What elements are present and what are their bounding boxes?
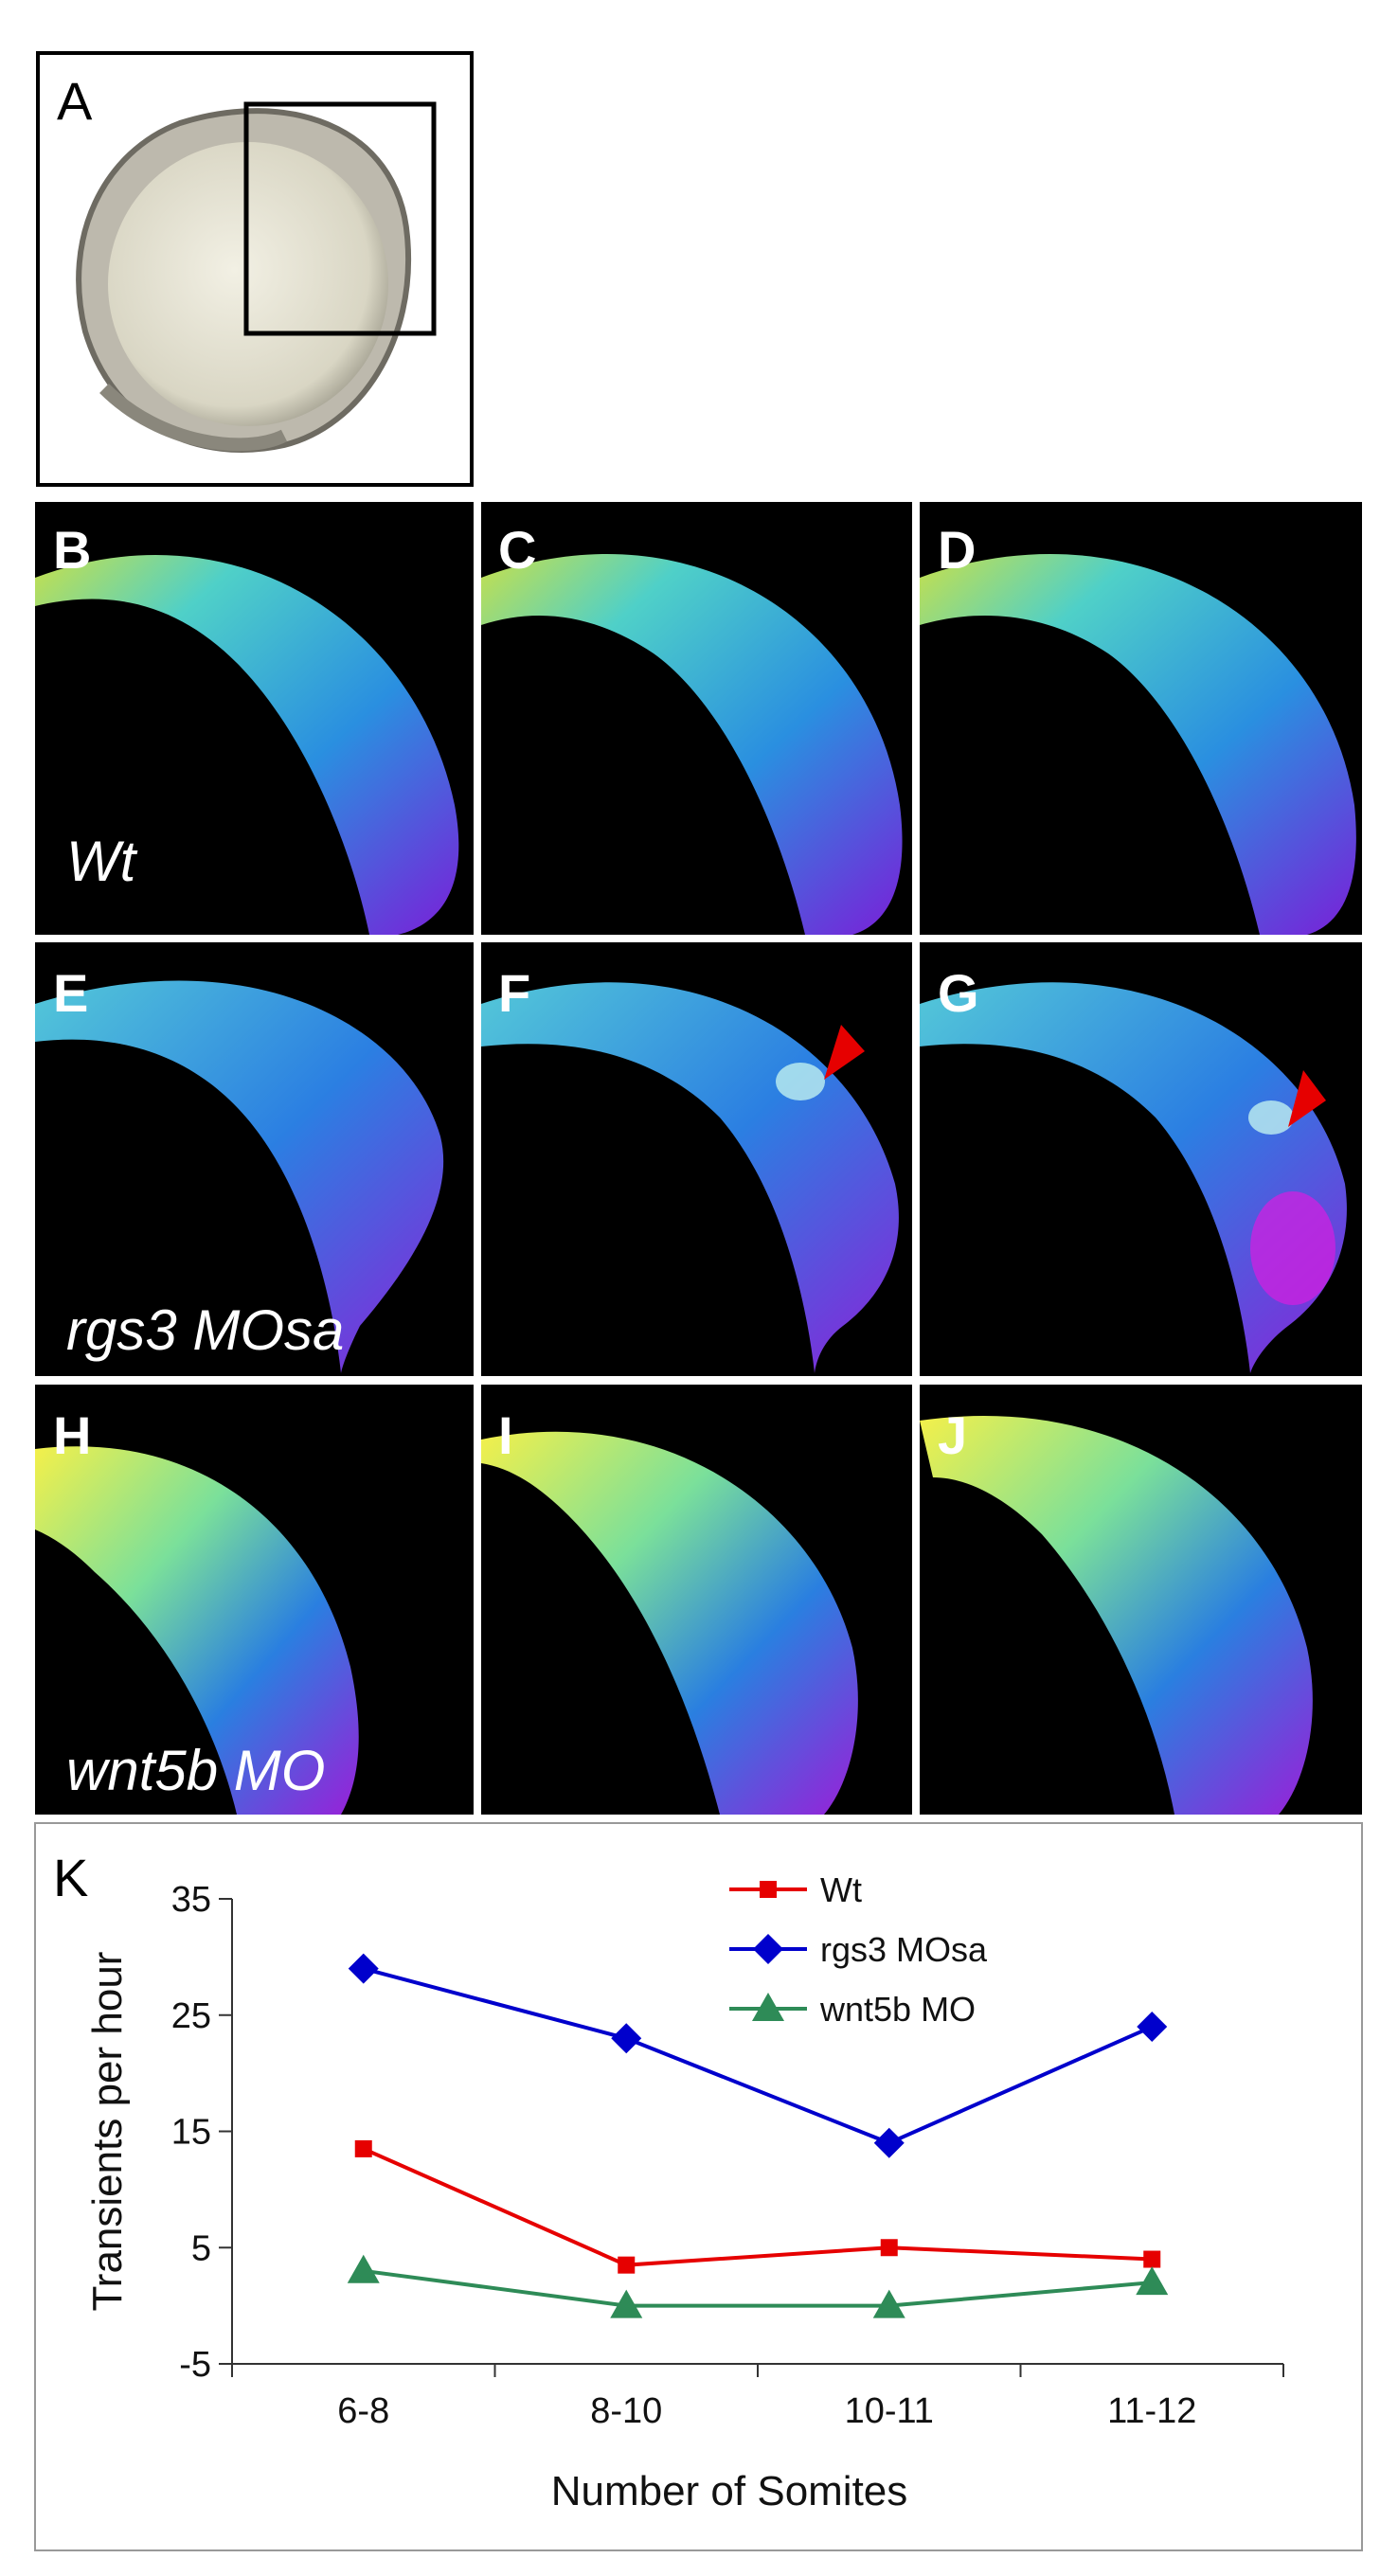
legend-label: Wt <box>820 1870 862 1909</box>
data-point <box>610 2289 643 2318</box>
panel-label-k: K <box>53 1848 88 1907</box>
data-point <box>1143 2250 1161 2268</box>
arrowhead-marker <box>824 1025 865 1080</box>
data-point <box>873 2127 905 2158</box>
panel-label-c: C <box>498 520 536 580</box>
condition-label-wt: Wt <box>66 830 138 893</box>
y-tick-label: -5 <box>179 2345 211 2385</box>
panel-label-b: B <box>53 520 91 580</box>
data-point <box>348 1953 379 1984</box>
panel-label-h: H <box>53 1405 91 1465</box>
region-box <box>243 101 437 336</box>
data-point <box>347 2254 380 2283</box>
data-point <box>354 2139 372 2157</box>
panel-label-j: J <box>938 1405 967 1465</box>
legend-label: wnt5b MO <box>819 1990 976 2029</box>
data-point <box>1137 2012 1168 2043</box>
panel-c: C <box>481 502 912 935</box>
panel-h: H wnt5b MO <box>35 1385 474 1815</box>
line-chart: -5 5 15 25 35 6-8 8-10 10-11 11-12 Number of Somi… <box>84 1870 1284 2514</box>
panel-k: K -5 5 15 25 35 6-8 8-10 10-11 11-12 Number of So… <box>34 1822 1363 2551</box>
legend-marker <box>752 1993 784 2021</box>
panel-b: B Wt <box>35 502 474 935</box>
data-point <box>611 2023 642 2054</box>
panel-label-a: A <box>57 71 93 131</box>
panel-label-g: G <box>938 963 979 1023</box>
arrowhead-marker <box>1288 1070 1326 1127</box>
series-line <box>362 2147 1153 2267</box>
y-tick-label: 15 <box>171 2113 211 2153</box>
data-point <box>1136 2266 1169 2296</box>
x-tick-label: 11-12 <box>1107 2391 1196 2431</box>
data-point <box>872 2289 905 2318</box>
legend-label: rgs3 MOsa <box>820 1930 988 1969</box>
x-tick-label: 10-11 <box>845 2391 934 2431</box>
series-line <box>363 2268 1153 2308</box>
y-axis-label: Transients per hour <box>84 1952 131 2312</box>
panel-label-f: F <box>498 963 530 1023</box>
panel-label-e: E <box>53 963 88 1023</box>
panel-a: A <box>36 51 474 487</box>
legend-marker <box>760 1881 777 1898</box>
x-axis-label: Number of Somites <box>551 2468 908 2514</box>
legend-marker <box>753 1934 783 1964</box>
x-tick-label: 6-8 <box>337 2391 389 2431</box>
panel-d: D <box>920 502 1362 935</box>
panel-g: G <box>920 942 1362 1376</box>
series-line <box>363 1966 1154 2145</box>
data-point <box>618 2256 636 2274</box>
panel-label-i: I <box>498 1405 513 1465</box>
panel-i: I <box>481 1385 912 1815</box>
x-tick-label: 8-10 <box>590 2391 662 2431</box>
y-tick-label: 25 <box>171 1996 211 2036</box>
condition-label-rgs3: rgs3 MOsa <box>66 1298 344 1362</box>
panel-e: E rgs3 MOsa <box>35 942 474 1376</box>
panel-f: F <box>481 942 912 1376</box>
y-tick-label: 35 <box>171 1880 211 1920</box>
data-point <box>880 2239 898 2257</box>
condition-label-wnt5b: wnt5b MO <box>66 1739 325 1802</box>
y-tick-label: 5 <box>191 2228 211 2268</box>
panel-j: J <box>920 1385 1362 1815</box>
panel-label-d: D <box>938 520 976 580</box>
